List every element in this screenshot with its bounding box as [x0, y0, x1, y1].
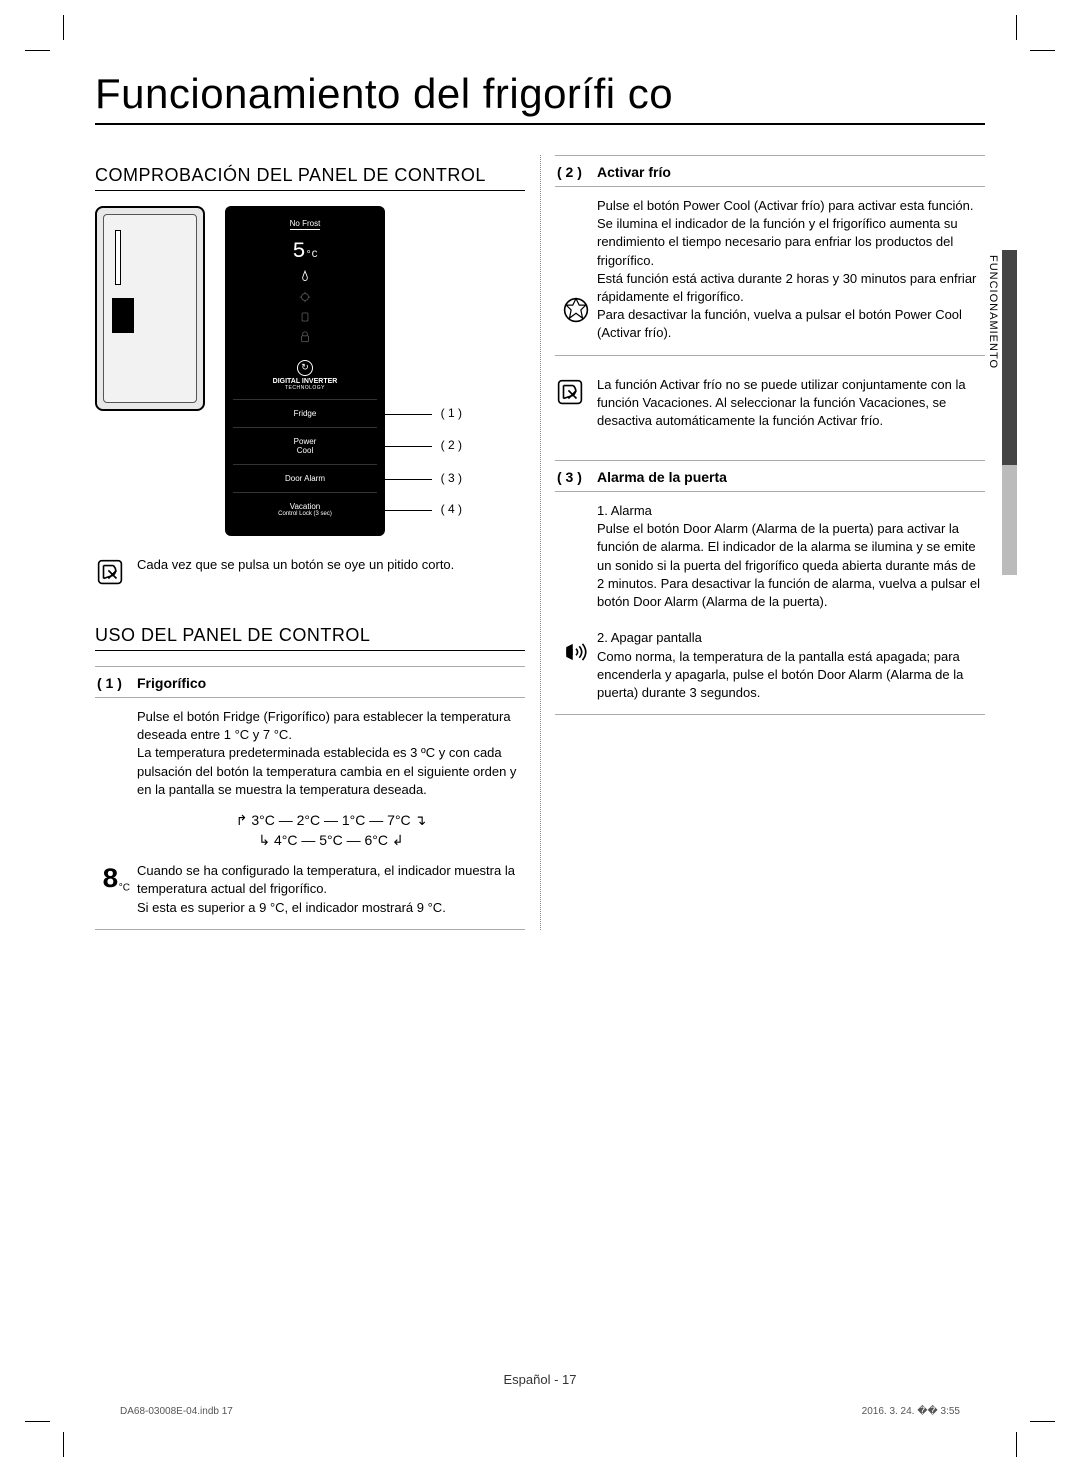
footer-timestamp: 2016. 3. 24. �� 3:55	[862, 1406, 960, 1417]
control-panel-illustration: No Frost 5°C ↻ DIGITAL INVERTER TECHNOLO…	[225, 206, 385, 536]
panel-temp-display: 5°C	[233, 233, 377, 266]
column-divider	[540, 155, 541, 930]
note-2-text: La función Activar frío no se puede util…	[597, 376, 985, 431]
note-beep-text: Cada vez que se pulsa un botón se oye un…	[137, 556, 454, 574]
right-column: ( 2 ) Activar frío Pulse el botón Power …	[555, 155, 985, 930]
left-column: COMPROBACIÓN DEL PANEL DE CONTROL No Fro…	[95, 155, 525, 930]
page-footer: Español - 17	[0, 1372, 1080, 1387]
side-tab-label: FUNCIONAMIENTO	[985, 250, 1002, 575]
panel-btn-vacation: VacationControl Lock (3 sec) ( 4 )	[233, 492, 377, 526]
callout-3: ( 3 )	[441, 471, 462, 485]
item-1-num: ( 1 )	[95, 675, 137, 691]
powercool-icon	[555, 197, 597, 343]
panel-btn-powercool: PowerCool ( 2 )	[233, 427, 377, 464]
panel-btn-fridge: Fridge ( 1 )	[233, 399, 377, 427]
note-beep: Cada vez que se pulsa un botón se oye un…	[95, 556, 525, 585]
fridge-panel-indicator	[112, 298, 134, 333]
item-2-title: Activar frío	[597, 164, 671, 180]
item-dooralarm: ( 3 ) Alarma de la puerta 1. Alarma Puls…	[555, 460, 985, 715]
temp-display-icon: 8°C	[95, 708, 137, 917]
callout-1: ( 1 )	[441, 406, 462, 420]
footer-meta: DA68-03008E-04.indb 17 2016. 3. 24. �� 3…	[120, 1406, 960, 1417]
panel-status-icons	[233, 266, 377, 352]
item-2-para: Pulse el botón Power Cool (Activar frío)…	[597, 197, 985, 343]
item-1-para1: Pulse el botón Fridge (Frigorífico) para…	[137, 708, 525, 799]
panel-nofrost-label: No Frost	[290, 219, 321, 230]
item-fridge: ( 1 ) Frigorífico 8°C Pulse el botón Fri…	[95, 666, 525, 930]
item-powercool: ( 2 ) Activar frío Pulse el botón Power …	[555, 155, 985, 356]
dooralarm-icon	[555, 502, 597, 702]
section-check-panel-heading: COMPROBACIÓN DEL PANEL DE CONTROL	[95, 165, 525, 191]
fridge-illustration	[95, 206, 205, 411]
item-3-para: 1. Alarma Pulse el botón Door Alarm (Ala…	[597, 502, 985, 702]
item-2-num: ( 2 )	[555, 164, 597, 180]
callout-4: ( 4 )	[441, 502, 462, 516]
panel-diagram: No Frost 5°C ↻ DIGITAL INVERTER TECHNOLO…	[95, 206, 525, 536]
panel-inverter-logo: ↻ DIGITAL INVERTER TECHNOLOGY	[233, 352, 377, 399]
item-1-title: Frigorífico	[137, 675, 206, 691]
content-columns: COMPROBACIÓN DEL PANEL DE CONTROL No Fro…	[95, 155, 985, 930]
item-3-title: Alarma de la puerta	[597, 469, 727, 485]
note-powercool-vacation: La función Activar frío no se puede util…	[555, 356, 985, 461]
callout-2: ( 2 )	[441, 438, 462, 452]
section-use-panel-heading: USO DEL PANEL DE CONTROL	[95, 625, 525, 651]
fridge-handle	[115, 230, 121, 285]
item-1-para2: Cuando se ha configurado la temperatura,…	[137, 862, 525, 917]
side-tab: FUNCIONAMIENTO	[985, 250, 1017, 575]
item-3-num: ( 3 )	[555, 469, 597, 485]
note-icon	[555, 376, 585, 431]
note-icon	[95, 556, 125, 585]
page-title: Funcionamiento del frigorífi co	[95, 70, 985, 125]
temp-sequence-diagram: 3°C ― 2°C ― 1°C ― 7°C 4°C ― 5°C ― 6°C	[137, 799, 525, 862]
panel-btn-dooralarm: Door Alarm ( 3 )	[233, 464, 377, 492]
footer-filename: DA68-03008E-04.indb 17	[120, 1406, 233, 1417]
